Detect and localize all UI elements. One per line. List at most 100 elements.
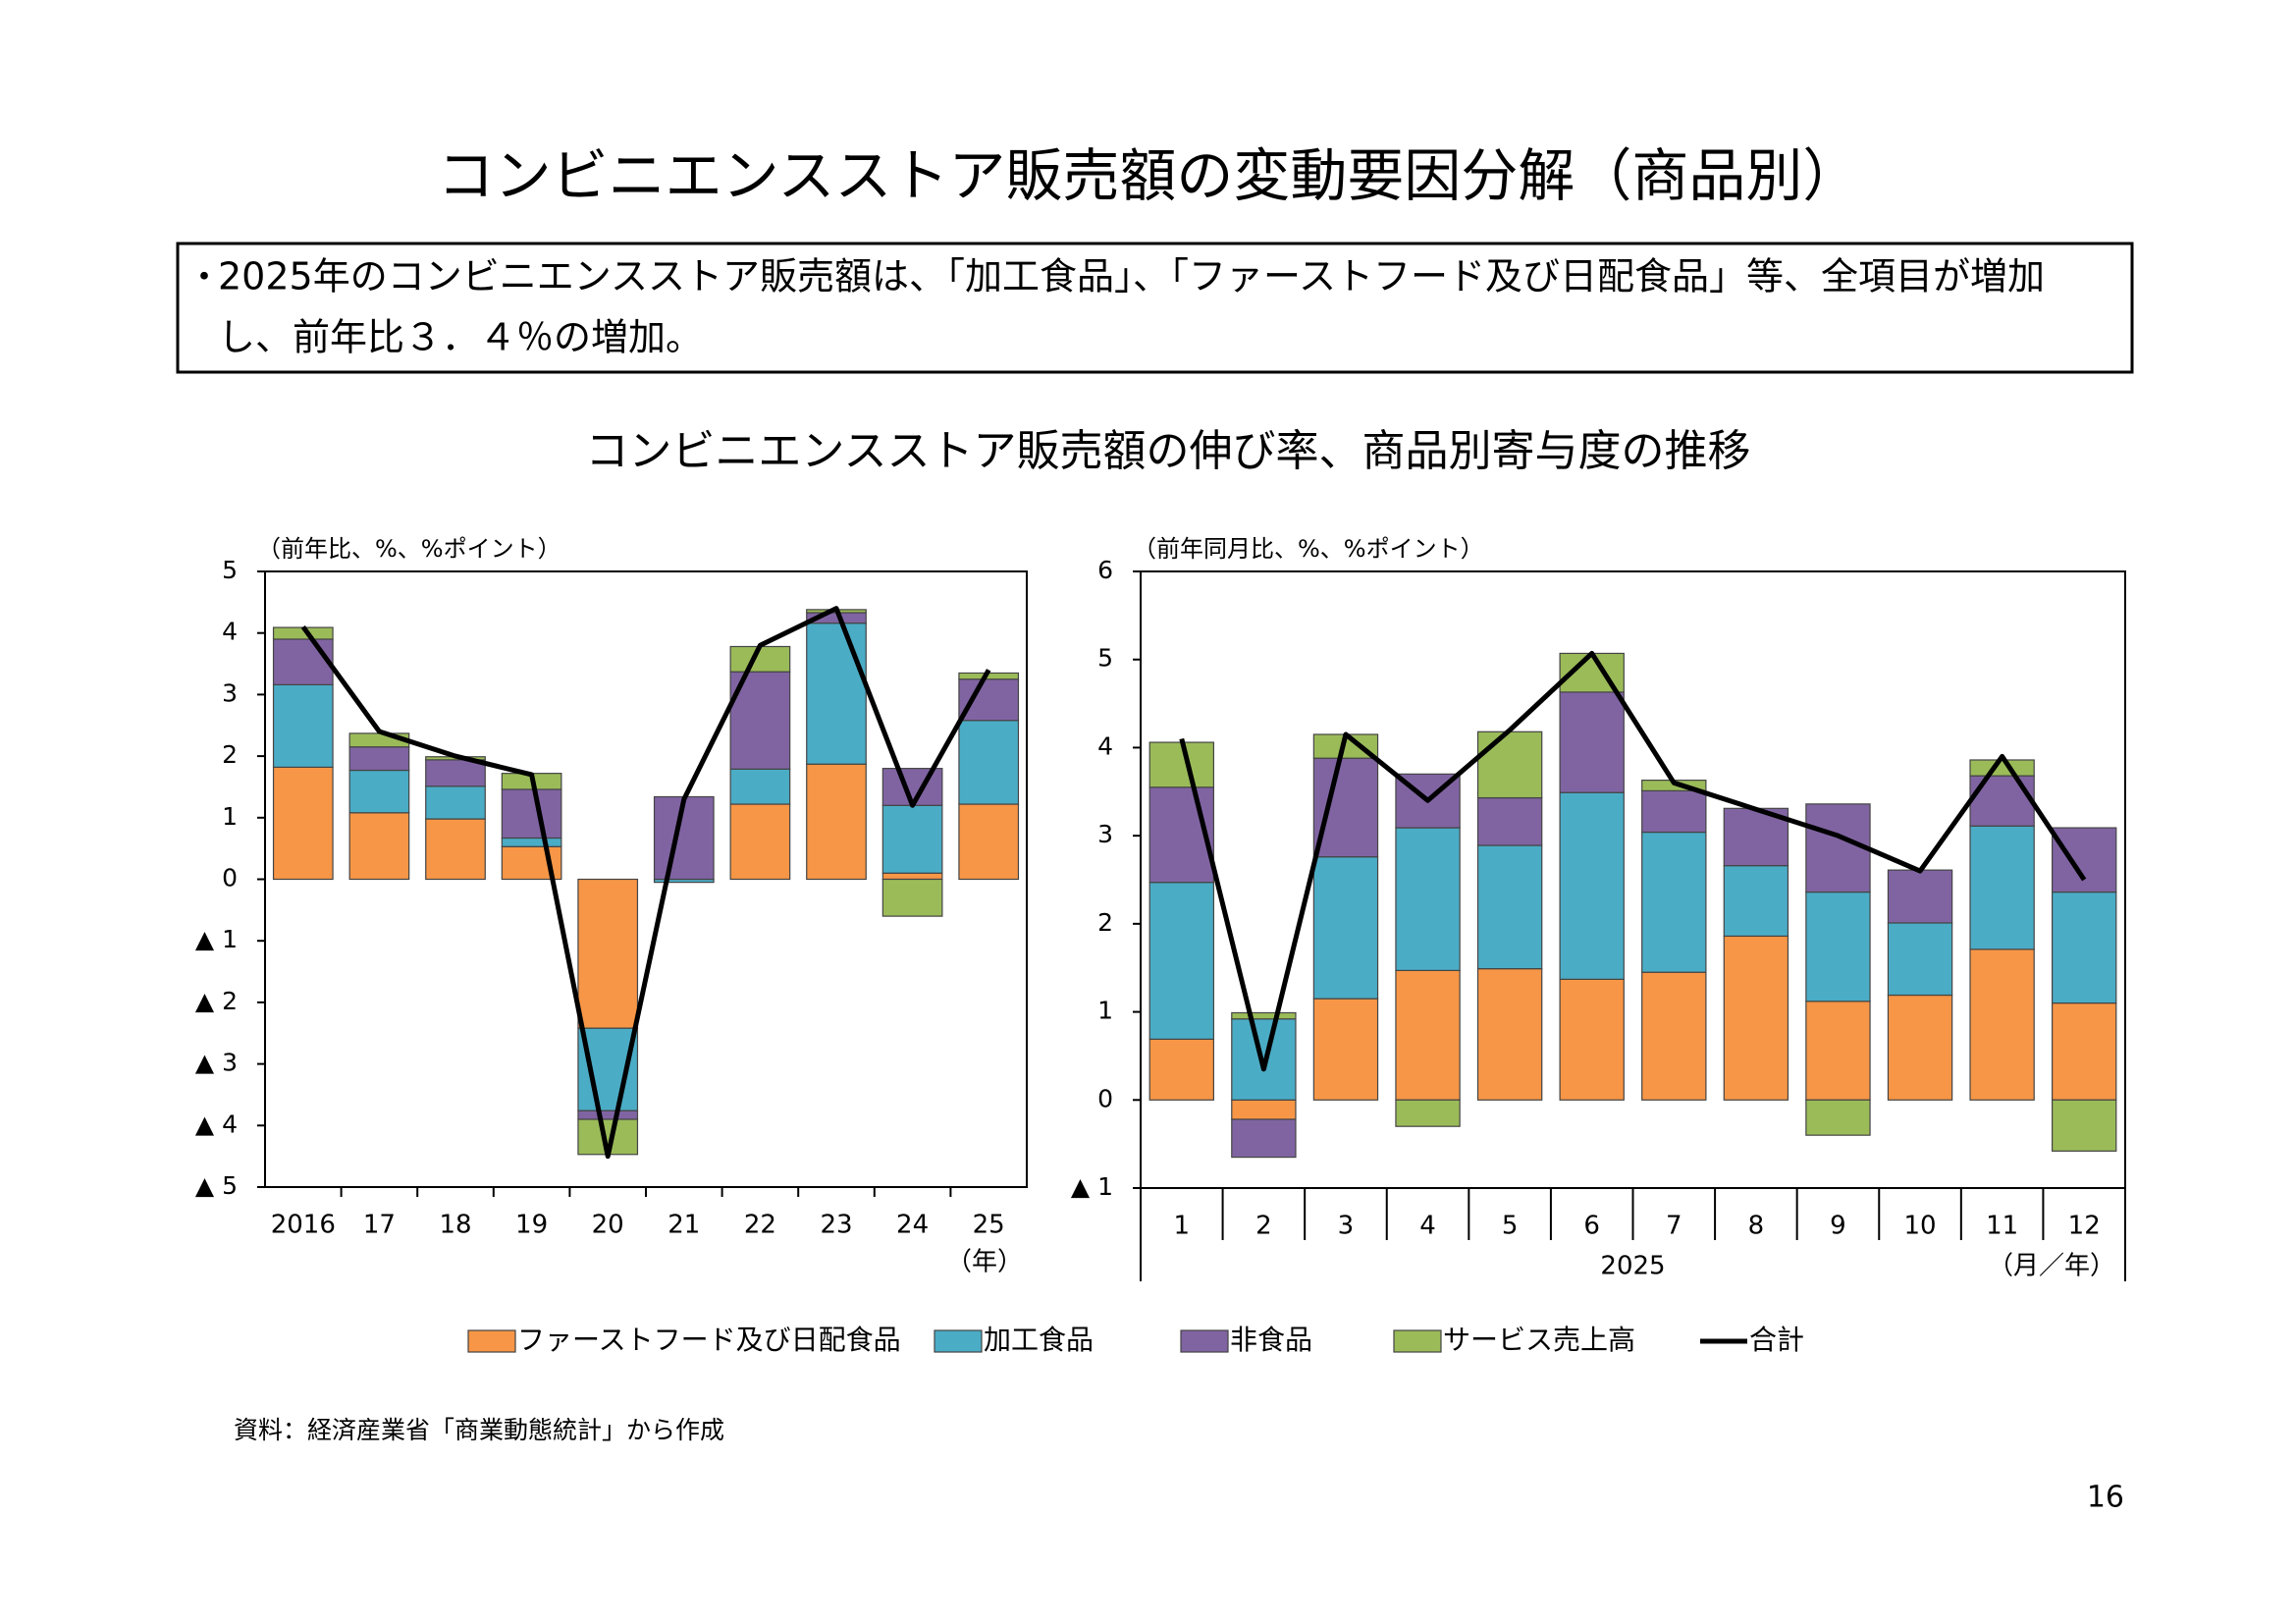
x-tick-label: 23 [820, 1211, 852, 1240]
bar-segment [1312, 856, 1379, 1000]
bar-segment [958, 678, 1020, 722]
total-line [300, 606, 991, 1160]
bar-segment [1887, 994, 1953, 1101]
x-tick-label: 25 [973, 1211, 1005, 1240]
legend-label: 非食品 [1230, 1324, 1312, 1356]
bar-segment [425, 759, 486, 787]
bar-segment [1969, 948, 2035, 1101]
bar-segment [272, 766, 334, 881]
bar-segment [2052, 1099, 2117, 1152]
bar-segment [958, 803, 1020, 881]
bar-segment [1641, 831, 1707, 973]
bullet-line: し、前年比３．４％の増加。 [218, 316, 703, 359]
bar-segment [729, 803, 791, 881]
y-tick-label: ▲ 4 [195, 1110, 238, 1138]
bar-segment [1231, 1099, 1297, 1120]
bar-segment [425, 785, 486, 820]
y-axis-label: （前年比、%、%ポイント） [257, 535, 561, 563]
bar-segment [2052, 891, 2117, 1004]
total-line [1179, 650, 2087, 1072]
x-tick-label: 2 [1255, 1212, 1272, 1241]
legend-label: ファーストフード及び日配食品 [517, 1324, 901, 1356]
bar-segment [1476, 844, 1543, 970]
bar-segment [1805, 1099, 1871, 1136]
y-tick-label: ▲ 3 [195, 1049, 238, 1077]
bar-segment [1312, 998, 1379, 1101]
y-tick-label: 0 [1097, 1084, 1113, 1112]
bar-segment [1395, 969, 1461, 1101]
bar-segment [1723, 935, 1789, 1101]
bar-segment [2052, 827, 2117, 893]
bar-segment [1559, 791, 1625, 980]
x-tick-label: 3 [1338, 1212, 1355, 1241]
legend-swatch [934, 1329, 983, 1353]
y-tick-label: ▲ 2 [195, 987, 238, 1015]
bar-segment [501, 837, 562, 847]
bar-segment [881, 804, 943, 874]
x-tick-label: 4 [1419, 1212, 1436, 1241]
bar-segment [577, 1110, 639, 1120]
x-tick-label: 8 [1748, 1212, 1765, 1241]
x-tick-label: 19 [515, 1211, 548, 1240]
x-group-label: 2025 [1600, 1252, 1665, 1281]
bullet-marker: ・ [187, 257, 222, 298]
bar-segment [348, 812, 410, 881]
bar-segment [1395, 827, 1461, 972]
bar-segment [1887, 922, 1953, 997]
bar-segment [348, 769, 410, 814]
x-tick-label: 18 [439, 1211, 471, 1240]
legend-label: 合計 [1749, 1324, 1804, 1356]
x-tick-label: 9 [1830, 1212, 1846, 1241]
y-tick-label: 4 [1097, 731, 1113, 760]
bar-segment [1969, 759, 2035, 777]
y-axis-label: （前年同月比、%、%ポイント） [1133, 535, 1484, 563]
bar-segment [1476, 968, 1543, 1101]
x-tick-label: 22 [744, 1211, 776, 1240]
bar-segment [1805, 803, 1871, 893]
bar-segment [1231, 1011, 1297, 1020]
x-tick-label: 5 [1502, 1212, 1519, 1241]
x-tick-label: 11 [1986, 1212, 2018, 1241]
bar-segment [1641, 789, 1707, 834]
y-tick-label: ▲ 5 [195, 1171, 238, 1200]
x-tick-label: 2016 [271, 1211, 336, 1240]
bar-segment [1476, 731, 1543, 799]
x-tick-label: 6 [1583, 1212, 1600, 1241]
y-tick-label: 5 [1097, 644, 1113, 673]
bar-segment [425, 818, 486, 881]
y-tick-label: ▲ 1 [1071, 1172, 1113, 1201]
bar-segment [881, 872, 943, 881]
bar-segment [1148, 1038, 1214, 1101]
bar-segment [1148, 741, 1214, 788]
bar-segment [1395, 1099, 1461, 1127]
bar-segment [272, 683, 334, 768]
x-unit-label: （年） [946, 1248, 1023, 1277]
y-tick-label: ▲ 1 [195, 925, 238, 953]
bar-segment [1641, 971, 1707, 1101]
bar-segment [348, 746, 410, 772]
bar-segment [806, 623, 867, 765]
bullet-line: 2025年のコンビニエンスストア販売額は、「加工食品」、「ファーストフード及び日… [218, 255, 2045, 298]
bar-segment [1969, 825, 2035, 950]
legend-swatch [1180, 1329, 1229, 1353]
bar-segment [881, 878, 943, 917]
bar-segment [958, 720, 1020, 805]
y-tick-label: 4 [222, 618, 238, 646]
summary-box [176, 242, 2134, 374]
legend-label: サービス売上高 [1443, 1324, 1635, 1356]
y-tick-label: 1 [1097, 997, 1113, 1025]
y-tick-label: 6 [1097, 556, 1113, 584]
x-tick-label: 12 [2068, 1212, 2101, 1241]
y-tick-label: 5 [222, 556, 238, 584]
bar-segment [577, 878, 639, 1029]
legend-label: 加工食品 [984, 1324, 1094, 1356]
x-tick-label: 7 [1666, 1212, 1682, 1241]
bar-segment [1805, 1001, 1871, 1101]
bar-segment [1887, 869, 1953, 924]
x-tick-label: 21 [667, 1211, 700, 1240]
chart-heading: コンビニエンスストア販売額の伸び率、商品別寄与度の推移 [585, 426, 1750, 476]
source-note: 資料：経済産業省「商業動態統計」から作成 [234, 1416, 724, 1444]
bar-segment [1969, 775, 2035, 827]
bar-segment [1231, 1118, 1297, 1159]
